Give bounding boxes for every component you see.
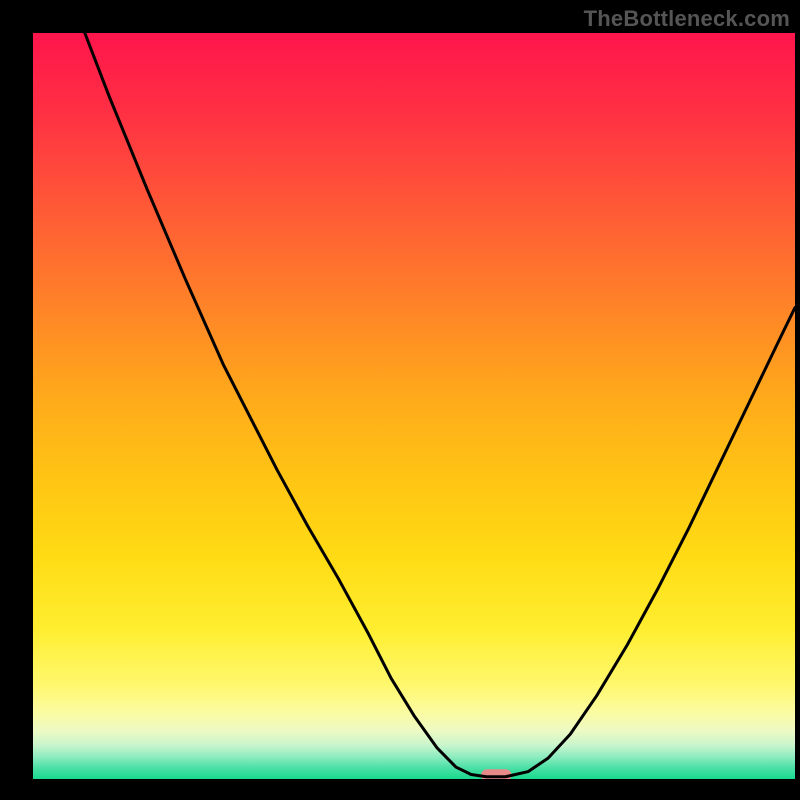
chart-frame: TheBottleneck.com xyxy=(0,0,800,800)
plot-area xyxy=(33,33,795,779)
gradient-chart xyxy=(33,33,795,779)
watermark-text: TheBottleneck.com xyxy=(584,6,790,32)
gradient-background xyxy=(33,33,795,779)
